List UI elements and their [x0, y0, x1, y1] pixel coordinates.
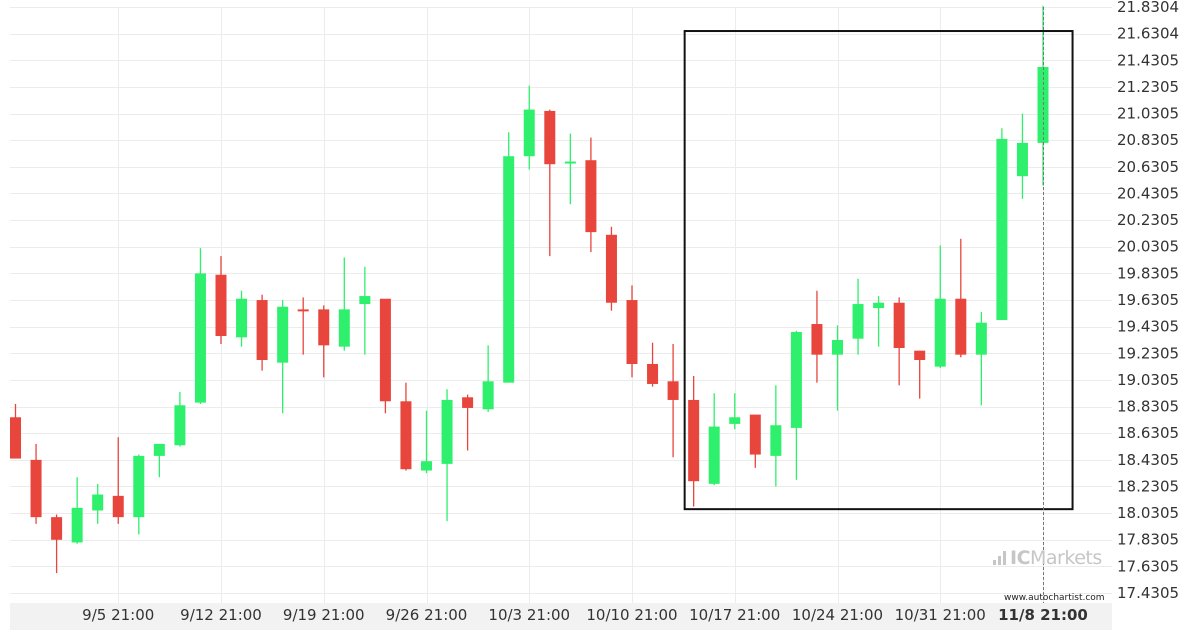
candle-body-down: [379, 298, 391, 402]
candle-body-down: [914, 350, 926, 360]
candle-body-up: [564, 161, 576, 164]
candle-body-down: [605, 234, 617, 303]
candle-body-up: [133, 455, 145, 518]
candle-body-down: [955, 298, 967, 355]
candle-body-up: [277, 306, 289, 363]
candle-body-up: [790, 332, 802, 428]
candle-body-up: [852, 304, 864, 339]
candle-body-down: [256, 300, 268, 360]
candles: [10, 5, 1049, 574]
y-tick-label: 17.4305: [1117, 584, 1179, 602]
y-tick-label: 21.2305: [1117, 78, 1179, 96]
candle-body-up: [975, 322, 987, 355]
y-tick-label: 18.8305: [1117, 398, 1179, 416]
y-axis-ticks: 21.8304 21.6304 21.4305 21.2305 21.0305 20.83…: [1117, 0, 1179, 602]
candle-body-down: [667, 381, 679, 400]
candle-body-down: [51, 517, 63, 540]
candle-body-up: [729, 417, 741, 424]
y-tick-label: 18.4305: [1117, 451, 1179, 469]
candle-body-down: [585, 160, 597, 233]
candle-body-up: [832, 340, 843, 355]
y-tick-label: 20.8305: [1117, 131, 1179, 149]
candle-body-down: [215, 274, 227, 337]
y-tick-label: 20.0305: [1117, 238, 1179, 256]
candle-body-up: [996, 138, 1008, 321]
y-tick-label: 19.2305: [1117, 344, 1179, 362]
y-tick-label: 19.8305: [1117, 264, 1179, 282]
candle-body-up: [441, 399, 453, 464]
y-tick-label: 18.2305: [1117, 477, 1179, 495]
candle-body-down: [893, 302, 905, 349]
candle-body-up: [708, 426, 720, 484]
candle-body-down: [112, 495, 124, 518]
x-tick-label: 11/8 21:00: [998, 606, 1088, 624]
candle-body-up: [194, 273, 206, 403]
icmarkets-logo: IC Markets: [993, 545, 1102, 571]
candle-body-down: [749, 414, 761, 455]
y-tick-label: 20.4305: [1117, 184, 1179, 202]
candle-body-up: [523, 109, 535, 157]
y-tick-label: 21.4305: [1117, 51, 1179, 69]
candle-body-up: [503, 156, 515, 383]
candle-body-up: [421, 461, 432, 471]
candle-body-up: [71, 507, 83, 543]
candle-body-down: [462, 397, 474, 408]
candle-body-down: [318, 309, 330, 346]
y-tick-label: 20.2305: [1117, 211, 1179, 229]
bars-icon: [993, 551, 1007, 565]
candle-body-down: [647, 363, 659, 384]
candle-body-up: [92, 494, 104, 511]
x-tick-label: 9/12 21:00: [180, 606, 262, 624]
candle-body-up: [1016, 142, 1028, 177]
grid-lines: [10, 7, 1112, 603]
y-tick-label: 19.0305: [1117, 371, 1179, 389]
candle-body-down: [626, 300, 638, 364]
x-tick-label: 10/24 21:00: [792, 606, 883, 624]
candle-body-down: [688, 399, 700, 482]
x-tick-label: 9/19 21:00: [283, 606, 365, 624]
y-tick-label: 18.0305: [1117, 504, 1179, 522]
x-tick-label: 9/26 21:00: [386, 606, 468, 624]
candle-body-down: [544, 110, 556, 165]
candle-body-up: [359, 296, 371, 305]
candle-body-down: [811, 324, 823, 355]
x-tick-label: 10/31 21:00: [895, 606, 986, 624]
candle-body-down: [400, 401, 412, 470]
x-axis-ticks: 9/5 21:00 9/12 21:00 9/19 21:00 9/26 21:00 1…: [82, 606, 1088, 624]
candle-body-down: [10, 417, 21, 459]
y-tick-label: 21.8304: [1117, 0, 1179, 16]
overlays: [683, 7, 1074, 603]
logo-suffix: Markets: [1030, 547, 1102, 569]
candle-body-up: [338, 309, 350, 347]
y-tick-label: 18.6305: [1117, 424, 1179, 442]
y-tick-label: 19.6305: [1117, 291, 1179, 309]
candle-body-up: [770, 425, 782, 456]
candle-body-up: [153, 443, 165, 456]
x-axis-band: [10, 603, 1112, 630]
y-tick-label: 17.6305: [1117, 557, 1179, 575]
x-tick-label: 9/5 21:00: [82, 606, 154, 624]
y-tick-label: 17.8305: [1117, 531, 1179, 549]
y-tick-label: 21.6304: [1117, 25, 1179, 43]
x-tick-label: 10/10 21:00: [586, 606, 677, 624]
logo-prefix: IC: [1010, 547, 1031, 569]
x-tick-label: 10/3 21:00: [488, 606, 570, 624]
pattern-box: [683, 30, 1074, 511]
candle-body-up: [934, 298, 946, 367]
y-tick-label: 19.4305: [1117, 318, 1179, 336]
candle-body-up: [873, 302, 885, 309]
candle-body-down: [30, 459, 42, 518]
x-tick-label: 10/17 21:00: [689, 606, 780, 624]
candle-body-up: [482, 381, 494, 410]
y-tick-label: 20.6305: [1117, 158, 1179, 176]
y-tick-label: 21.0305: [1117, 105, 1179, 123]
candle-body-down: [297, 309, 309, 312]
candle-body-up: [236, 298, 248, 338]
candle-body-up: [174, 405, 186, 446]
source-credit: www.autochartist.com: [1004, 593, 1105, 603]
